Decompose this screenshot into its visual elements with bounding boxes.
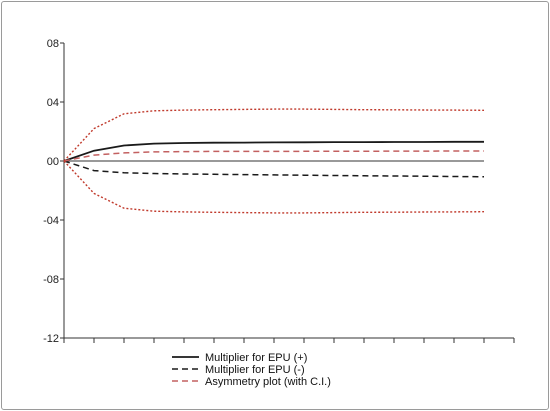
legend-label: Multiplier for EPU (+) <box>205 352 307 364</box>
y-tick-label: -08 <box>43 274 59 286</box>
series-line-epu-positive <box>63 140 484 162</box>
axes: 08 04 00 -04 -08 -12 <box>43 38 515 345</box>
y-tick-label: -12 <box>43 333 59 345</box>
y-tick-label: 04 <box>47 97 59 109</box>
y-tick-label: -04 <box>43 215 59 227</box>
legend-label: Multiplier for EPU (-) <box>205 364 305 376</box>
y-tick-label: 00 <box>47 156 59 168</box>
series-line-epu-negative <box>63 160 485 178</box>
legend: Multiplier for EPU (+)Multiplier for EPU… <box>172 352 331 388</box>
series-lines <box>63 108 485 214</box>
y-tick-label: 08 <box>47 38 59 50</box>
legend-label: Asymmetry plot (with C.I.) <box>205 376 331 388</box>
series-line-ci-lower <box>63 160 485 214</box>
series-line-asymmetry <box>63 150 484 162</box>
